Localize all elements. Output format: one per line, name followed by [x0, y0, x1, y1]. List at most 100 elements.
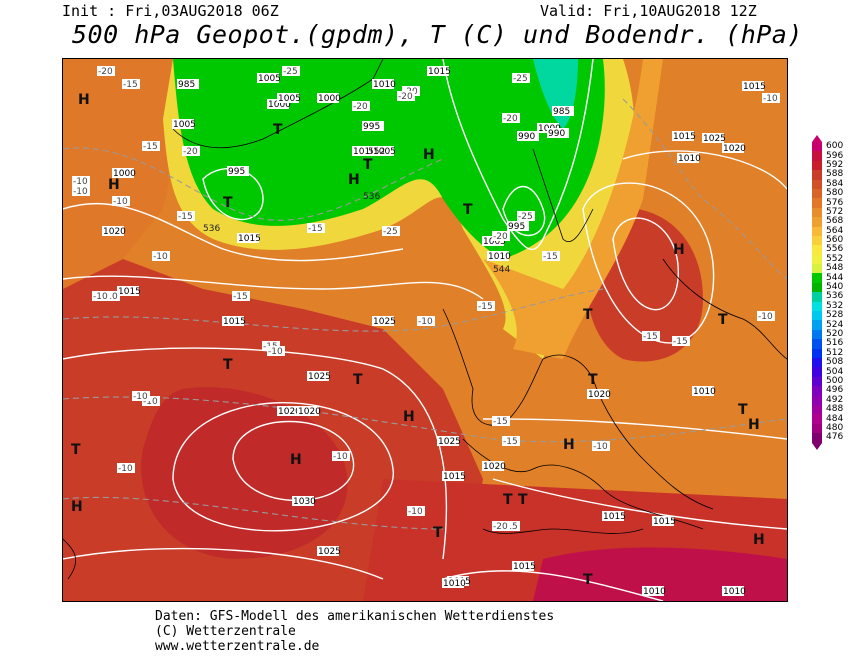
isobar-label-bg	[172, 119, 194, 129]
isobar-label: 1010	[373, 80, 396, 90]
isobar-label-bg	[257, 73, 279, 83]
high-pressure-marker: H	[563, 437, 575, 453]
isotherm-label: -15	[308, 224, 323, 234]
legend-swatch	[812, 179, 822, 189]
isobar-label-bg	[692, 386, 714, 396]
legend-value: 512	[826, 347, 844, 358]
legend-row: 548	[812, 264, 850, 274]
isotherm-label-bg	[397, 91, 415, 101]
legend-row: 580	[812, 188, 850, 199]
isotherm-label: -20	[503, 114, 518, 124]
isotherm-label-bg	[542, 251, 560, 261]
isotherm-label-bg	[592, 441, 610, 451]
legend-value: 552	[826, 253, 844, 264]
legend-swatch	[812, 235, 822, 246]
isobar-label-bg	[482, 461, 504, 471]
isobar-label-bg	[552, 106, 574, 116]
low-pressure-marker: T	[583, 572, 593, 588]
init-label: Init : Fri,03AUG2018 06Z	[62, 2, 279, 20]
footer-website: www.wetterzentrale.de	[155, 639, 320, 654]
legend-row: 512	[812, 347, 850, 358]
isobar-label: 1025	[308, 372, 331, 382]
legend-row: 488	[812, 405, 850, 415]
isobar-label-bg	[372, 316, 394, 326]
isotherm-label-bg	[122, 79, 140, 89]
legend-swatch	[812, 433, 822, 443]
isobar-label-bg	[227, 166, 249, 176]
isobar-label-bg	[427, 66, 449, 76]
isobar-label-bg	[487, 251, 509, 261]
isobar-label: 985	[178, 80, 195, 90]
isobar-label-bg	[677, 153, 699, 163]
legend-value: 532	[826, 300, 844, 311]
isobar-label-bg	[652, 516, 674, 526]
high-pressure-marker: H	[108, 177, 120, 193]
isotherm-label: -25	[283, 67, 298, 77]
legend-row: 572	[812, 207, 850, 218]
legend-value: 580	[826, 188, 844, 199]
isobar-label-bg	[602, 511, 624, 521]
isotherm-label: -15	[178, 212, 193, 222]
isobar-label: 990	[518, 132, 535, 142]
isotherm-label-bg	[492, 231, 510, 241]
legend-arrow-bottom	[812, 442, 822, 450]
isotherm-label: -20	[353, 102, 368, 112]
isobar-label: 1015	[443, 472, 466, 482]
legend-swatch	[812, 423, 822, 434]
isobar-label-bg	[297, 406, 319, 416]
isobar-label: 1010	[353, 147, 376, 157]
isobar-label: 995	[363, 122, 380, 132]
isotherm-label-bg	[512, 73, 530, 83]
isobar-label-bg	[277, 406, 299, 416]
map-svg: 9851005100010051010101510009951010995100…	[63, 59, 787, 601]
low-pressure-marker: T	[223, 195, 233, 211]
footer-data-source: Daten: GFS-Modell des amerikanischen Wet…	[155, 609, 555, 624]
low-pressure-marker: T	[223, 357, 233, 373]
legend-value: 556	[826, 244, 844, 255]
legend-swatch	[812, 226, 822, 236]
legend-row: 504	[812, 367, 850, 377]
isobar-label-bg	[277, 93, 299, 103]
isobar-label: 1010	[488, 252, 511, 262]
isobar-label-bg	[547, 128, 569, 138]
map-labels: 9851005100010051010101510009951010995100…	[71, 66, 780, 597]
legend-value: 520	[826, 329, 844, 339]
isobar-label: 1015	[118, 287, 141, 297]
legend-swatch	[812, 217, 822, 227]
legend-row: 600	[812, 142, 850, 152]
isotherm-label: -10	[593, 442, 608, 452]
legend-swatch	[812, 207, 822, 218]
legend-swatch	[812, 329, 822, 340]
legend-value: 576	[826, 197, 844, 208]
isotherm-label: -10	[268, 347, 283, 357]
high-pressure-marker: H	[290, 452, 302, 468]
legend-swatch	[812, 414, 822, 424]
isobar-label: 1020	[723, 144, 746, 154]
legend-row: 540	[812, 283, 850, 293]
legend-value: 492	[826, 394, 844, 405]
low-pressure-marker: T	[588, 372, 598, 388]
legend-value: 480	[826, 422, 844, 433]
isobar-label-bg	[352, 146, 374, 156]
isotherm-label-bg	[642, 331, 660, 341]
legend-row: 520	[812, 329, 850, 340]
isobar-label-bg	[512, 561, 534, 571]
legend-row: 532	[812, 300, 850, 312]
isobar-label: 1000	[113, 169, 136, 179]
geopotential-label: 552	[368, 147, 385, 157]
isotherm-label: -15	[233, 292, 248, 302]
isotherm-label: -25	[518, 212, 533, 222]
legend-swatch	[812, 151, 822, 161]
isobar-label: 995	[508, 222, 525, 232]
isotherm-label: -10	[133, 392, 148, 402]
legend-swatch	[812, 188, 822, 199]
legend-value: 536	[826, 291, 844, 302]
isotherms	[63, 98, 787, 530]
isobar-label: 1020	[278, 407, 301, 417]
isotherm-label-bg	[72, 186, 90, 196]
isobar-label-bg	[267, 99, 289, 109]
isotherm-label: -20	[493, 522, 508, 532]
legend-row: 476	[812, 433, 850, 443]
isotherm-label-bg	[492, 521, 510, 531]
isotherm-label-bg	[517, 211, 535, 221]
